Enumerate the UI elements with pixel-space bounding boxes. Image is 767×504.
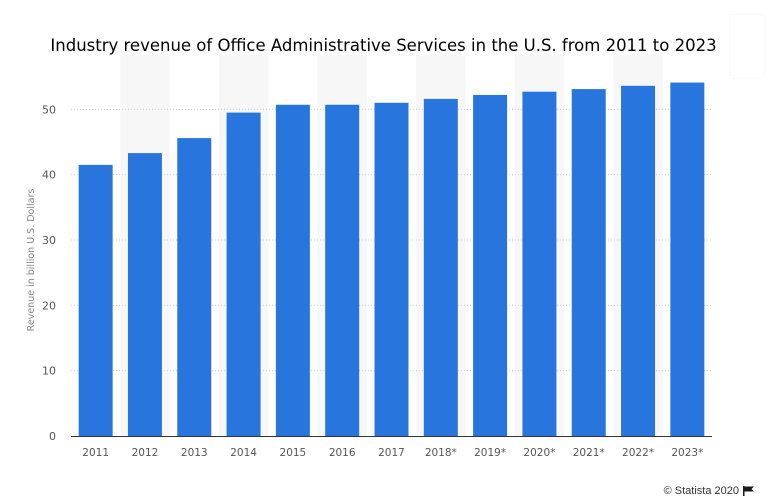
- x-tick-label: 2014: [230, 447, 257, 459]
- y-tick-label: 40: [42, 169, 56, 182]
- x-tick-label: 2020*: [523, 447, 555, 459]
- bar: [177, 138, 212, 436]
- x-tick-label: 2019*: [474, 447, 506, 459]
- y-tick-label: 30: [42, 234, 56, 247]
- bar: [621, 85, 656, 437]
- statista-credit: © Statista 2020: [664, 485, 755, 497]
- x-tick-label: 2016: [329, 447, 356, 459]
- bar: [571, 89, 606, 436]
- bar: [670, 82, 705, 437]
- chart-title: Industry revenue of Office Administrativ…: [50, 36, 717, 55]
- bar: [325, 104, 360, 436]
- bar: [78, 164, 113, 436]
- bar: [374, 102, 409, 437]
- credit-text: © Statista 2020: [663, 485, 739, 497]
- x-tick-label: 2012: [132, 447, 159, 459]
- x-tick-label: 2013: [181, 447, 208, 459]
- x-tick-label: 2023*: [671, 447, 703, 459]
- bar: [226, 112, 261, 436]
- x-tick-label: 2017: [378, 447, 405, 459]
- y-tick-label: 0: [49, 430, 56, 443]
- bar: [127, 153, 162, 436]
- y-tick-label: 10: [42, 365, 56, 378]
- x-tick-label: 2011: [82, 447, 109, 459]
- y-axis-label: Revenue in billion U.S. Dollars: [26, 189, 37, 332]
- bar: [522, 91, 557, 437]
- x-tick-label: 2018*: [425, 447, 457, 459]
- y-tick-label: 50: [42, 103, 56, 116]
- chart-menu-area: [731, 15, 764, 78]
- bar: [423, 98, 458, 436]
- x-tick-label: 2022*: [622, 447, 654, 459]
- bar: [473, 94, 508, 437]
- y-tick-label: 20: [42, 299, 56, 312]
- flag-icon[interactable]: [743, 486, 755, 496]
- x-tick-label: 2015: [280, 447, 307, 459]
- bar: [275, 104, 310, 436]
- x-tick-label: 2021*: [573, 447, 605, 459]
